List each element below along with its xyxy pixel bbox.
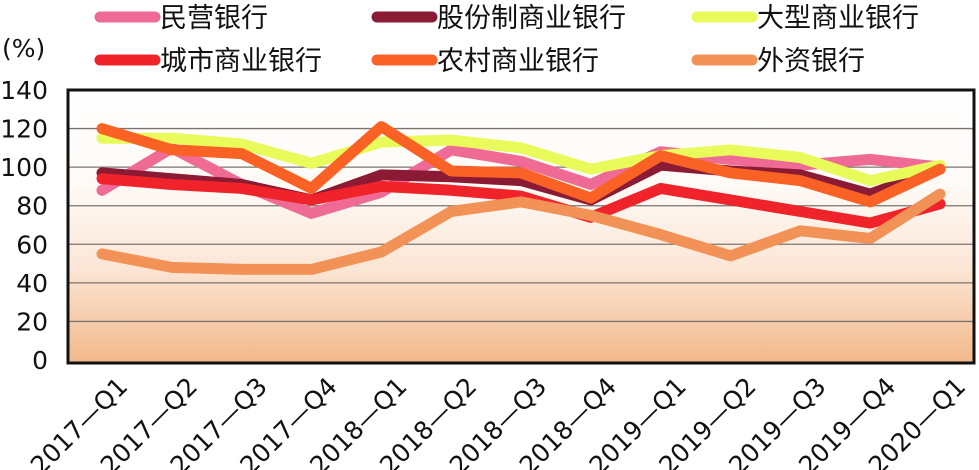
plot-area — [68, 90, 974, 363]
y-tick-label: 100 — [0, 153, 48, 182]
y-tick-label: 60 — [16, 230, 48, 259]
series-line-2 — [96, 132, 946, 187]
legend-item: 农村商业银行 — [371, 46, 599, 77]
y-axis-unit-label: (%) — [2, 34, 45, 63]
legend-label: 民营银行 — [160, 3, 268, 34]
y-tick-label: 80 — [16, 192, 48, 221]
legend-label: 城市商业银行 — [160, 46, 322, 77]
y-axis-ticks: 0 20 40 60 80 100 120 140 — [0, 76, 48, 375]
legend-item: 城市商业银行 — [94, 46, 322, 77]
series-line-5 — [96, 188, 946, 275]
y-tick-label: 20 — [16, 307, 48, 336]
legend-label: 大型商业银行 — [757, 3, 919, 34]
legend-label: 股份制商业银行 — [437, 3, 626, 34]
legend-label: 外资银行 — [757, 46, 865, 77]
legend-item: 股份制商业银行 — [371, 3, 626, 34]
legend-item: 民营银行 — [94, 3, 268, 34]
series-line-3 — [96, 173, 946, 229]
legend-item: 外资银行 — [691, 46, 865, 77]
legend-item: 大型商业银行 — [691, 3, 919, 34]
y-tick-label: 140 — [0, 76, 48, 105]
x-axis-ticks: 2017—Q12017—Q22017—Q32017—Q42018—Q12018—… — [25, 372, 971, 470]
legend-label: 农村商业银行 — [437, 46, 599, 77]
y-tick-label: 0 — [32, 346, 48, 375]
y-tick-label: 40 — [16, 269, 48, 298]
y-tick-label: 120 — [0, 115, 48, 144]
series-line-4 — [96, 121, 946, 208]
plot-frame — [66, 88, 976, 365]
series-lines — [96, 121, 946, 275]
